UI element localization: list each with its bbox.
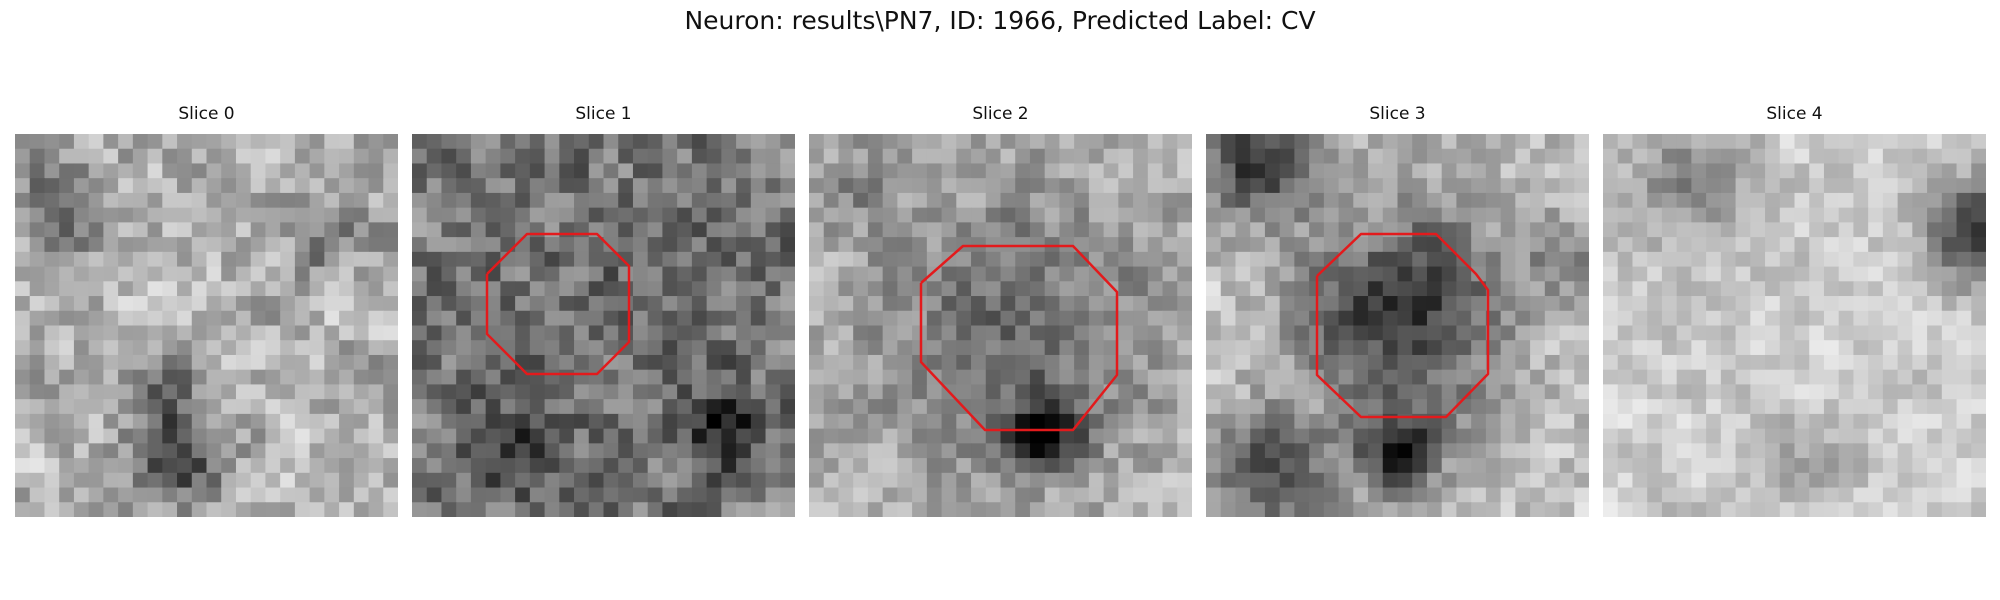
figure-title: Neuron: results\PN7, ID: 1966, Predicted…	[684, 6, 1316, 35]
slice-panel-2: Slice 2	[809, 104, 1192, 517]
slice-image-3	[1206, 134, 1589, 517]
slice-image-2	[809, 134, 1192, 517]
slice-panel-3: Slice 3	[1206, 104, 1589, 517]
slice-panel-1: Slice 1	[412, 104, 795, 517]
slice-image-0	[15, 134, 398, 517]
slice-title-4: Slice 4	[1766, 104, 1823, 124]
slice-panel-0: Slice 0	[15, 104, 398, 517]
slice-title-3: Slice 3	[1369, 104, 1426, 124]
slice-image-4	[1603, 134, 1986, 517]
slice-image-1	[412, 134, 795, 517]
slice-title-1: Slice 1	[575, 104, 632, 124]
pixel-grid-2	[809, 134, 1192, 517]
contour-outline-1	[485, 232, 631, 376]
contour-outline-2	[919, 244, 1119, 432]
pixel-grid-4	[1603, 134, 1986, 517]
slice-panel-4: Slice 4	[1603, 104, 1986, 517]
slice-title-0: Slice 0	[178, 104, 235, 124]
contour-outline-3	[1315, 232, 1490, 419]
pixel-grid-0	[15, 134, 398, 517]
pixel-grid-3	[1206, 134, 1589, 517]
pixel-grid-1	[412, 134, 795, 517]
slice-title-2: Slice 2	[972, 104, 1029, 124]
